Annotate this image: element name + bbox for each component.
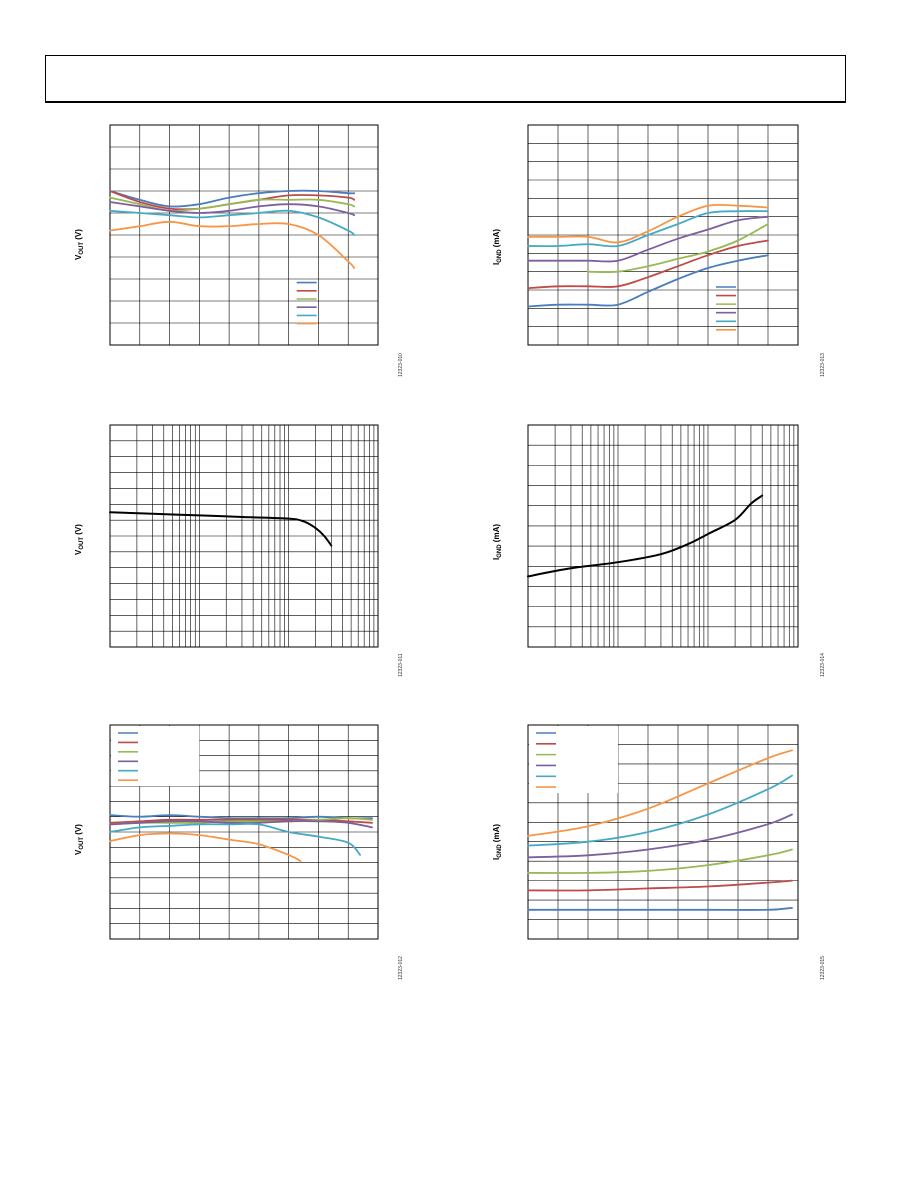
y-axis-symbol: V (74, 254, 83, 260)
y-axis-label: IGND (mA) (492, 229, 503, 265)
series-line-purple (109, 201, 356, 217)
series-line-blue (109, 814, 373, 820)
chart-svg (109, 724, 379, 940)
y-axis-subscript: OUT (79, 836, 85, 850)
plot-frame (109, 424, 379, 648)
figure-id: 12323-015 (820, 956, 826, 980)
plot-frame (527, 724, 799, 940)
series-line-orange (109, 220, 356, 269)
series-line-orange (527, 749, 793, 837)
series-line-cyan (527, 774, 793, 847)
chart-svg (109, 424, 379, 648)
series-line-cyan (109, 822, 361, 856)
y-axis-symbol: I (492, 857, 501, 860)
y-axis-label: VOUT (V) (74, 524, 85, 555)
page-header-box (45, 55, 846, 103)
grid (109, 124, 379, 346)
series-line-cyan (527, 210, 769, 248)
series-line-cyan (109, 209, 356, 236)
series-line-green (587, 223, 769, 273)
y-axis-label: IGND (mA) (492, 824, 503, 860)
series-line-blue (527, 907, 793, 911)
figure-id: 12323-013 (820, 353, 826, 377)
grid (527, 124, 799, 346)
series-line-red (527, 879, 793, 892)
grid (527, 424, 799, 648)
series-line-green (527, 848, 793, 874)
y-axis-symbol: V (74, 849, 83, 855)
chart-svg (527, 424, 799, 648)
plot-frame (109, 124, 379, 346)
series-line-purple (109, 820, 373, 829)
y-axis-subscript: GND (497, 844, 503, 858)
chart-ignd-2: IGND (mA) 12323-014 (490, 415, 850, 685)
y-axis-unit: (mA) (492, 228, 501, 250)
series-line-red (109, 818, 373, 824)
y-axis-unit: (mA) (492, 823, 501, 845)
y-axis-symbol: V (74, 549, 83, 555)
y-axis-symbol: I (492, 557, 501, 560)
series-line-purple (527, 813, 793, 859)
y-axis-unit: (V) (74, 824, 83, 837)
y-axis-symbol: I (492, 262, 501, 265)
chart-ignd-1: IGND (mA) 12323-013 (490, 115, 850, 385)
figure-id: 12323-010 (398, 353, 404, 377)
y-axis-unit: (mA) (492, 523, 501, 545)
y-axis-subscript: OUT (79, 536, 85, 550)
chart-svg (527, 724, 799, 940)
y-axis-unit: (V) (74, 229, 83, 242)
plot-frame (527, 124, 799, 346)
series-line-purple (527, 215, 769, 263)
y-axis-unit: (V) (74, 524, 83, 537)
plot-frame (527, 424, 799, 648)
series-line-blue (109, 189, 356, 208)
chart-svg (109, 124, 379, 346)
series-line-blue (527, 254, 769, 308)
series-line-red (527, 239, 769, 290)
y-axis-label: IGND (mA) (492, 524, 503, 560)
chart-vout-1: VOUT (V) 12323-010 (72, 115, 432, 385)
series-line-black (109, 511, 333, 547)
grid (109, 424, 379, 648)
y-axis-subscript: OUT (79, 241, 85, 255)
chart-ignd-3: IGND (mA) 12323-015 (490, 715, 850, 985)
figure-id: 12323-012 (398, 956, 404, 980)
series-line-orange (527, 203, 769, 244)
y-axis-subscript: GND (497, 249, 503, 263)
chart-vout-2: VOUT (V) 12323-011 (72, 415, 432, 685)
y-axis-subscript: GND (497, 544, 503, 558)
y-axis-label: VOUT (V) (74, 824, 85, 855)
figure-id: 12323-011 (398, 653, 404, 677)
legend-box (529, 726, 618, 794)
chart-vout-3: VOUT (V) 12323-012 (72, 715, 432, 985)
series-line-black (527, 494, 764, 578)
y-axis-label: VOUT (V) (74, 229, 85, 260)
series-line-orange (109, 832, 302, 862)
chart-svg (527, 124, 799, 346)
legend-box (111, 726, 200, 787)
figure-id: 12323-014 (820, 653, 826, 677)
